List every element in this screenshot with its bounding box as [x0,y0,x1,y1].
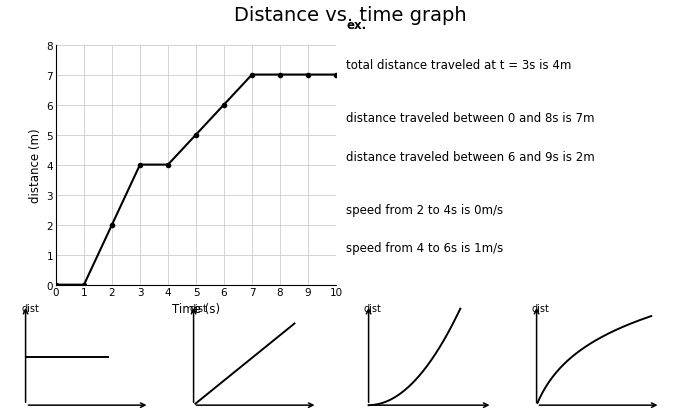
Text: dist: dist [364,303,382,313]
Text: dist: dist [21,303,39,313]
Text: Distance vs. time graph: Distance vs. time graph [234,6,466,25]
Text: speed from 4 to 6s is 1m/s: speed from 4 to 6s is 1m/s [346,242,504,254]
Y-axis label: distance (m): distance (m) [29,128,43,202]
Text: distance traveled between 0 and 8s is 7m: distance traveled between 0 and 8s is 7m [346,112,595,125]
Text: distance traveled between 6 and 9s is 2m: distance traveled between 6 and 9s is 2m [346,150,595,163]
Text: ex.: ex. [346,19,367,31]
Text: speed from 2 to 4s is 0m/s: speed from 2 to 4s is 0m/s [346,203,503,216]
Text: total distance traveled at t = 3s is 4m: total distance traveled at t = 3s is 4m [346,59,572,72]
Text: dist: dist [189,303,207,313]
Text: dist: dist [532,303,550,313]
X-axis label: Time (s): Time (s) [172,302,220,315]
